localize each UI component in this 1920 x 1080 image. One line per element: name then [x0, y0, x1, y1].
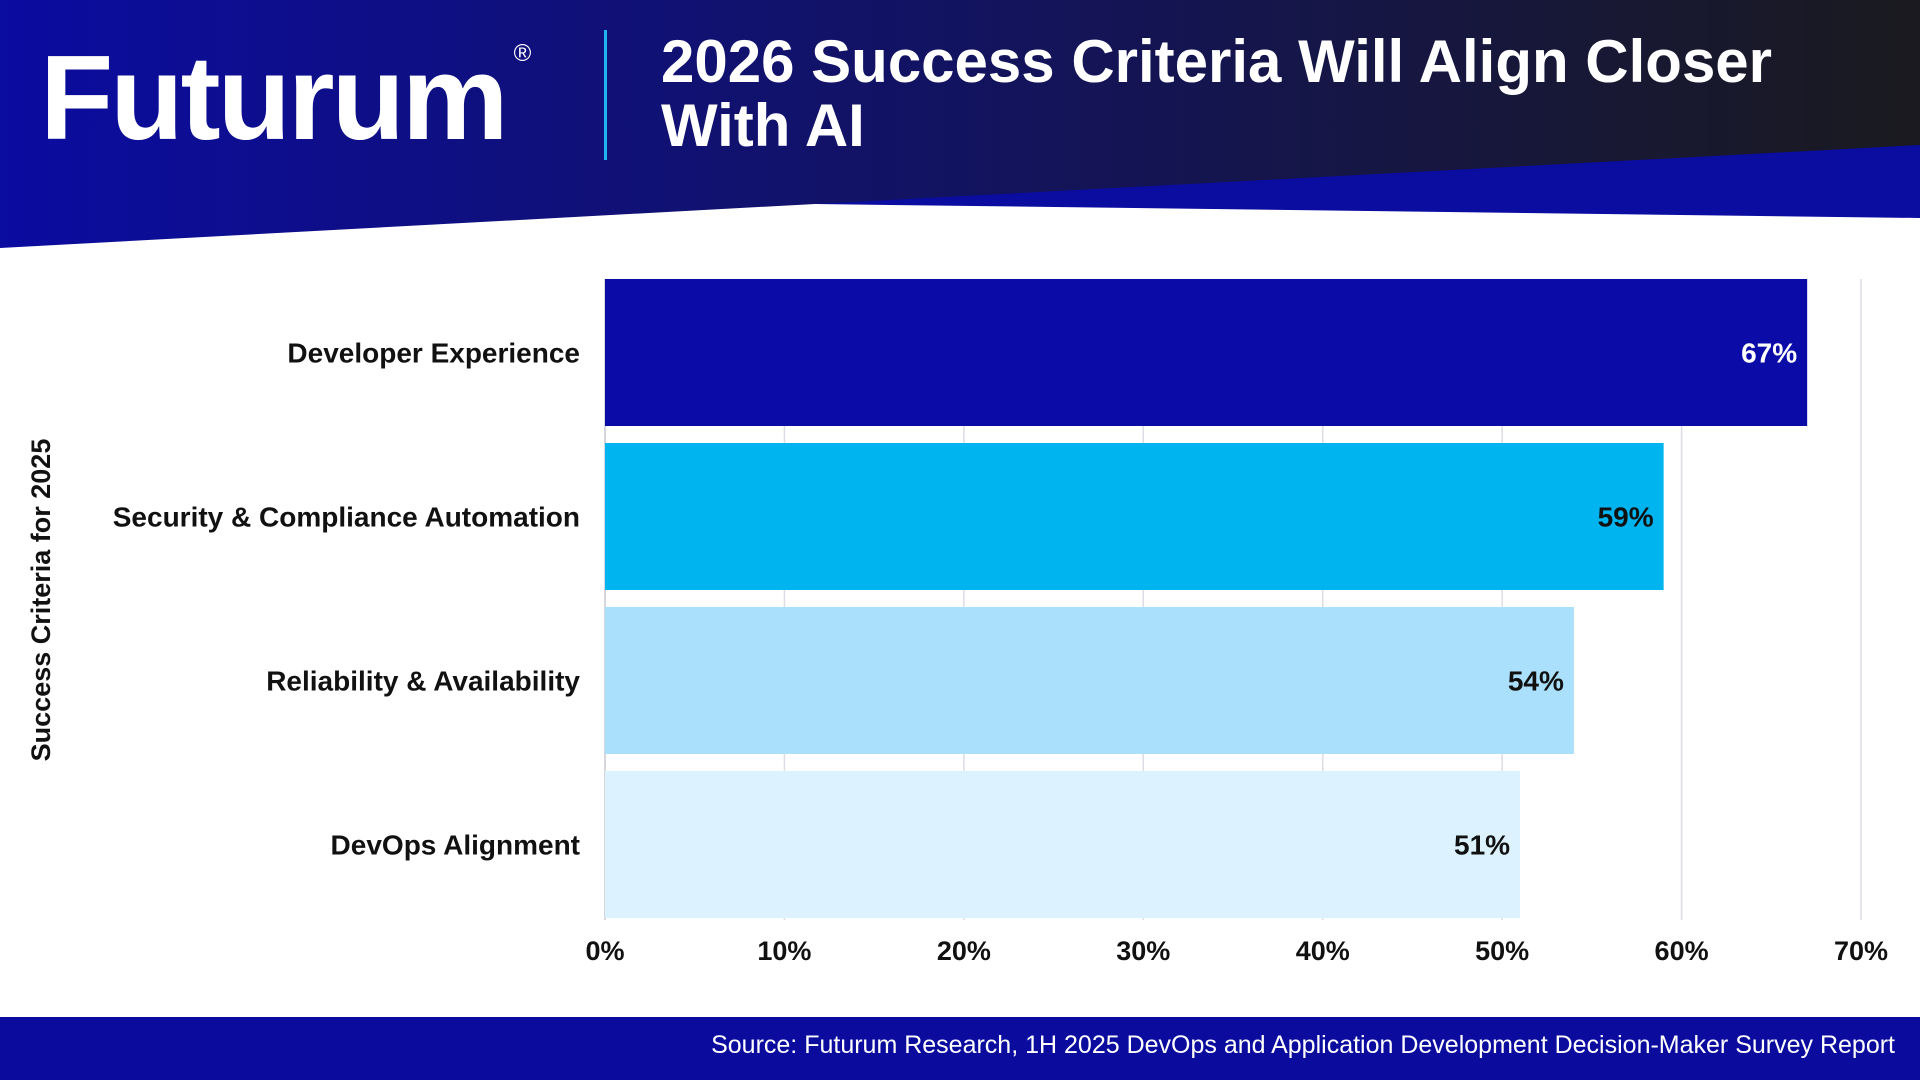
category-label: Developer Experience [287, 338, 580, 369]
value-label: 67% [1741, 338, 1797, 369]
x-tick-label: 40% [1296, 936, 1350, 966]
x-tick-label: 60% [1655, 936, 1709, 966]
y-axis-title: Success Criteria for 2025 [26, 439, 56, 762]
category-label: DevOps Alignment [331, 830, 580, 861]
bar [605, 443, 1664, 590]
footer: Source: Futurum Research, 1H 2025 DevOps… [0, 1017, 1920, 1080]
x-tick-label: 10% [757, 936, 811, 966]
page-title: 2026 Success Criteria Will Align Closer … [661, 28, 1773, 159]
category-label: Reliability & Availability [266, 666, 580, 697]
x-tick-label: 20% [937, 936, 991, 966]
source-note: Source: Futurum Research, 1H 2025 DevOps… [711, 1031, 1895, 1059]
header-divider [604, 30, 607, 160]
registered-mark: ® [513, 40, 532, 67]
value-label: 51% [1454, 830, 1510, 861]
header-background [0, 0, 1920, 260]
bar [605, 607, 1574, 754]
logo-wordmark: Futurum [40, 31, 509, 165]
bar [605, 279, 1808, 426]
x-tick-label: 0% [585, 936, 624, 966]
futurum-logo: Futurum ® [40, 28, 595, 168]
x-tick-label: 70% [1834, 936, 1888, 966]
bar [605, 771, 1521, 918]
x-tick-label: 50% [1475, 936, 1529, 966]
value-label: 59% [1598, 502, 1654, 533]
x-tick-label: 30% [1116, 936, 1170, 966]
value-label: 54% [1508, 666, 1564, 697]
category-label: Security & Compliance Automation [113, 502, 580, 533]
